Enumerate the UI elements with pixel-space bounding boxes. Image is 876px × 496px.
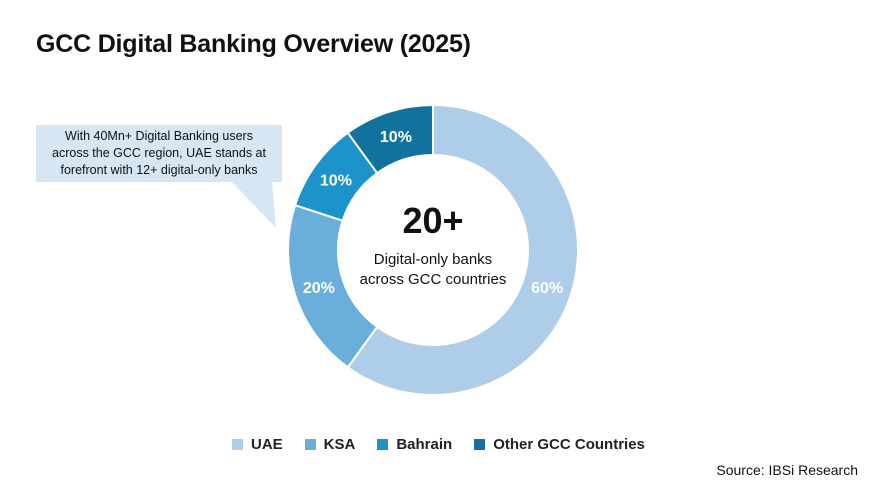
- callout-line-2: across the GCC region, UAE stands at: [52, 146, 266, 160]
- slice-label-other-gcc-countries: 10%: [380, 129, 412, 146]
- callout-line-3: forefront with 12+ digital-only banks: [60, 163, 258, 177]
- chart-legend: UAE KSA Bahrain Other GCC Countries: [232, 434, 645, 454]
- slice-label-bahrain: 10%: [320, 172, 352, 189]
- chart-title: GCC Digital Banking Overview (2025): [36, 30, 471, 58]
- center-caption-line-1: Digital-only banks: [373, 251, 493, 268]
- legend-label: UAE: [251, 435, 283, 453]
- donut-slice-uae: [346, 103, 579, 396]
- legend-label: KSA: [323, 435, 356, 453]
- legend-item-other-gcc-countries: Other GCC Countries: [474, 436, 645, 453]
- callout-line-1: With 40Mn+ Digital Banking users: [65, 129, 253, 143]
- legend-item-uae: UAE: [232, 436, 283, 453]
- donut-slice-other-gcc-countries: [346, 103, 434, 175]
- legend-label: Bahrain: [396, 435, 453, 453]
- legend-swatch: [474, 438, 486, 450]
- center-value: 20+: [402, 200, 464, 241]
- legend-item-bahrain: Bahrain: [377, 436, 452, 453]
- center-caption-line-2: across GCC countries: [359, 271, 507, 288]
- center-caption: Digital-only banks across GCC countries: [333, 250, 533, 290]
- source-note: Source: IBSi Research: [716, 462, 858, 478]
- callout-box: With 40Mn+ Digital Banking users across …: [36, 125, 282, 182]
- legend-label: Other GCC Countries: [493, 435, 645, 453]
- slice-label-ksa: 20%: [303, 280, 335, 297]
- legend-swatch: [377, 438, 389, 450]
- slice-label-uae: 60%: [531, 280, 563, 297]
- legend-swatch: [304, 438, 316, 450]
- legend-item-ksa: KSA: [304, 435, 356, 453]
- legend-swatch: [232, 438, 243, 450]
